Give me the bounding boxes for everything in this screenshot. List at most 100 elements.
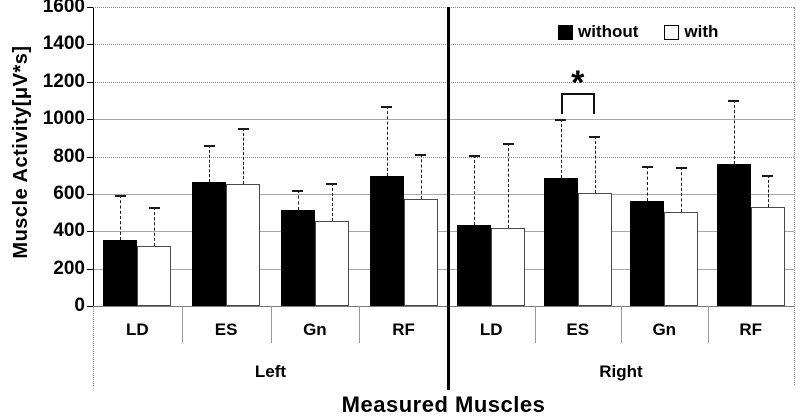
gridline-1400 (93, 44, 794, 46)
error-bar-line (209, 145, 211, 182)
y-axis-tick (87, 231, 93, 233)
gridline-1200 (93, 81, 794, 83)
y-axis-tick (87, 193, 93, 195)
y-axis-tick-label: 800 (53, 145, 85, 167)
bar-right-rf-without (716, 163, 751, 306)
significance-asterisk: * (571, 64, 585, 102)
gridline-400 (93, 231, 794, 233)
error-bar-cap (468, 154, 480, 157)
category-label-left-gn: Gn (303, 320, 327, 339)
bar-left-gn-without (280, 209, 315, 306)
bar-right-ld-without (457, 224, 492, 306)
error-bar-cap (641, 165, 653, 168)
y-axis-tick (87, 156, 93, 158)
bar-left-ld-with (137, 246, 172, 306)
error-bar-line (733, 100, 735, 164)
category-label-right-ld: LD (479, 320, 503, 339)
y-axis-tick-label: 1600 (42, 0, 85, 17)
category-label-right-gn: Gn (652, 320, 677, 339)
error-bar-line (243, 127, 245, 184)
group-separator (181, 306, 183, 343)
legend-label-without: without (578, 22, 639, 41)
error-bar-cap (675, 166, 687, 169)
category-label-left-es: ES (214, 320, 238, 339)
error-bar-cap (589, 135, 601, 138)
y-axis-tick (87, 7, 93, 8)
legend-label-with: with (684, 22, 719, 41)
x-axis-title: Measured Muscles (341, 392, 546, 417)
bar-right-gn-with (664, 211, 699, 306)
error-bar-cap (415, 153, 427, 156)
y-axis-tick-label: 0 (74, 295, 85, 316)
error-bar-cap (148, 206, 160, 209)
error-bar-line (386, 106, 388, 177)
error-bar-cap (326, 182, 338, 185)
error-bar-line (120, 194, 122, 240)
significance-bracket-leg-right (592, 93, 595, 114)
y-axis-tick (87, 306, 93, 307)
error-bar-line (331, 182, 333, 221)
error-bar-cap (762, 175, 774, 178)
panel-label-left: Left (254, 362, 287, 381)
bar-left-rf-with (403, 198, 438, 306)
plot-right-border (794, 7, 795, 385)
y-axis-tick-label: 400 (53, 220, 85, 242)
group-separator (707, 306, 709, 343)
group-separator (621, 306, 622, 343)
bar-right-rf-with (750, 206, 785, 306)
left-edge-extension (93, 306, 94, 386)
error-bar-line (474, 154, 476, 225)
error-bar-cap (502, 143, 514, 146)
y-axis-tick (87, 81, 93, 83)
error-bar-cap (555, 119, 567, 122)
bar-left-es-without (192, 181, 227, 306)
error-bar-cap (292, 190, 304, 193)
gridline-200 (93, 268, 794, 270)
y-axis-tick (87, 268, 93, 270)
error-bar-line (560, 119, 562, 178)
category-label-left-ld: LD (126, 320, 149, 339)
error-bar-line (420, 153, 422, 199)
significance-bracket-leg-left (560, 93, 563, 114)
y-axis-tick (87, 44, 93, 46)
error-bar-line (297, 190, 299, 210)
bar-left-es-with (226, 183, 261, 306)
y-axis-tick-label: 600 (53, 182, 85, 204)
legend-item-without: without (558, 22, 638, 42)
legend: without with (558, 22, 718, 42)
error-bar-cap (381, 106, 393, 109)
bar-right-es-without (543, 177, 578, 306)
bar-left-rf-without (369, 176, 404, 306)
bar-right-es-with (577, 192, 612, 306)
legend-swatch-without (558, 24, 573, 40)
error-bar-line (594, 135, 596, 193)
error-bar-line (154, 206, 156, 247)
plot-top-border (93, 7, 794, 8)
group-separator (359, 306, 361, 343)
y-axis-tick-label: 200 (53, 257, 85, 279)
bar-left-gn-with (314, 220, 349, 306)
gridline-600 (93, 193, 794, 195)
error-bar-line (681, 166, 683, 212)
category-label-right-es: ES (566, 320, 590, 339)
significance-bracket-top (560, 93, 595, 95)
bar-right-gn-without (630, 201, 665, 306)
y-axis-line (93, 7, 94, 306)
panel-label-right: Right (599, 362, 643, 381)
gridline-800 (93, 156, 794, 158)
error-bar-line (767, 175, 769, 207)
category-label-left-rf: RF (392, 320, 415, 339)
error-bar-line (647, 165, 649, 202)
bar-left-ld-without (103, 239, 138, 306)
error-bar-cap (728, 100, 740, 103)
legend-item-with: with (664, 22, 718, 42)
y-axis-tick-label: 1000 (42, 108, 85, 130)
category-label-right-rf: RF (739, 320, 763, 339)
bar-right-ld-with (491, 228, 526, 306)
error-bar-line (508, 143, 510, 229)
group-separator (270, 306, 272, 343)
error-bar-cap (237, 127, 249, 130)
left-right-divider (447, 7, 450, 390)
